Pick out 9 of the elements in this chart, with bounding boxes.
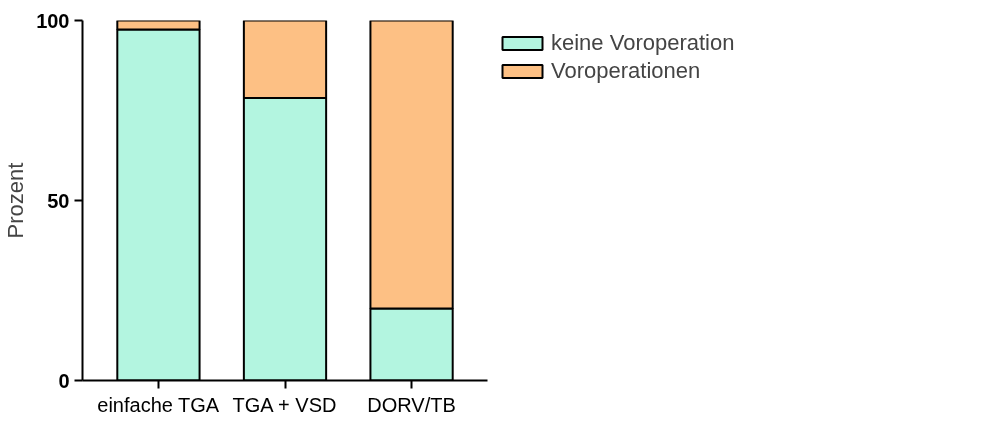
y-tick-label: 50 bbox=[47, 189, 70, 212]
y-tick-label: 0 bbox=[58, 369, 70, 392]
x-tick-label: einfache TGA bbox=[97, 393, 220, 416]
legend-label: Voroperationen bbox=[551, 58, 701, 84]
y-axis-title: Prozent bbox=[3, 162, 29, 239]
y-tick-label: 100 bbox=[36, 9, 70, 32]
x-tick-label: DORV/TB bbox=[367, 393, 456, 416]
x-tick-label: TGA + VSD bbox=[232, 393, 337, 416]
legend-label: keine Voroperation bbox=[551, 30, 735, 56]
